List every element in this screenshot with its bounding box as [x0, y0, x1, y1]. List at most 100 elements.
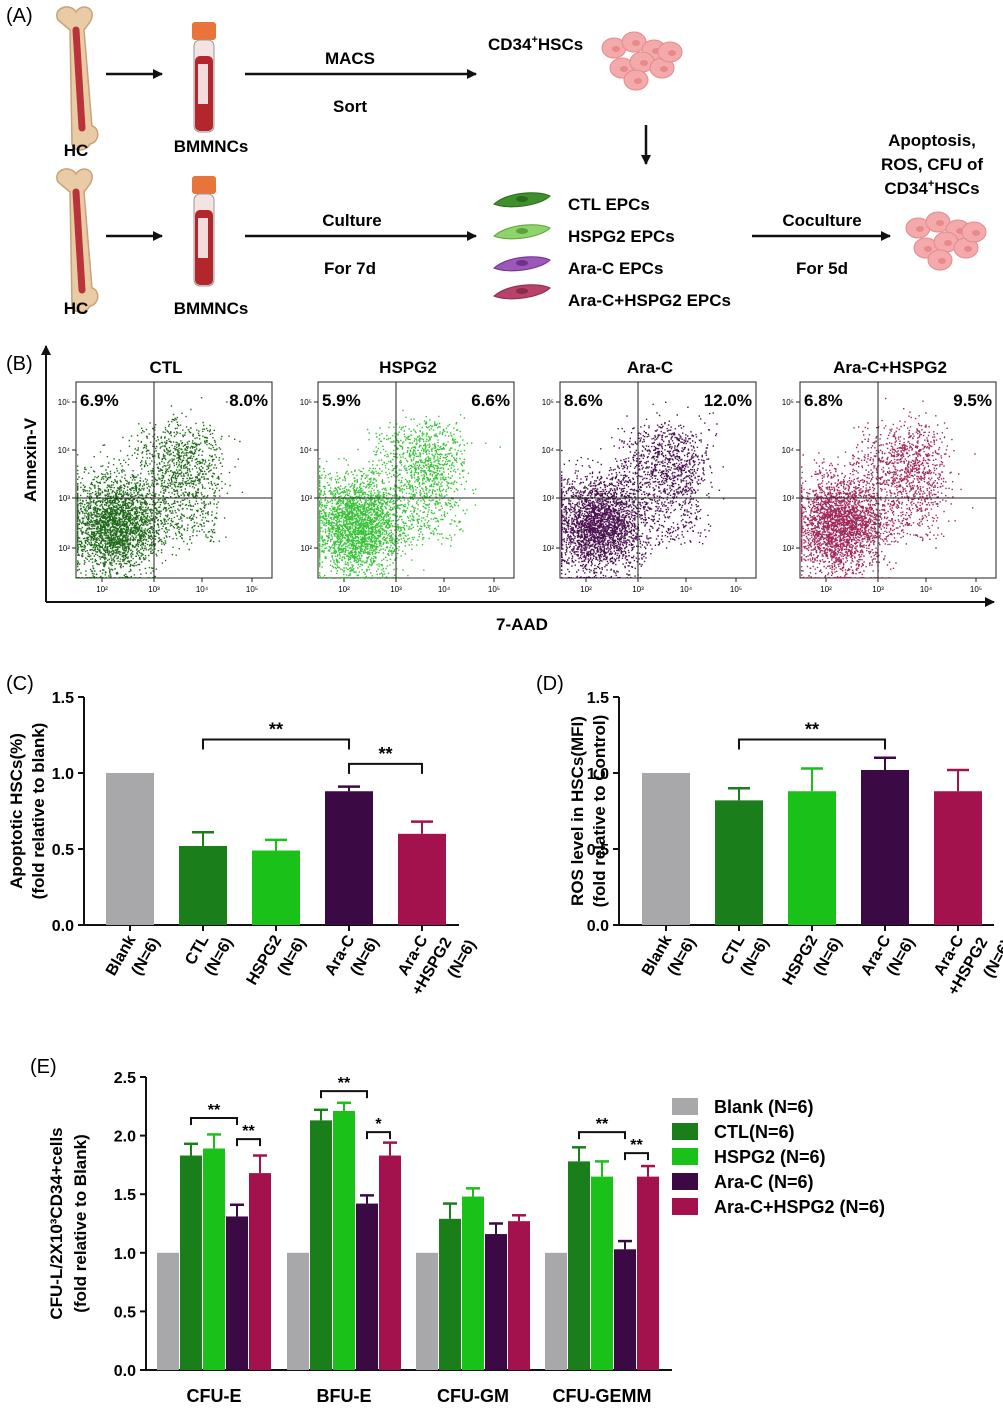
hc-label-2: HC [64, 299, 89, 318]
bar [642, 773, 690, 925]
significance-label: ** [269, 720, 283, 740]
significance-label: * [375, 1116, 382, 1133]
x-tick-label: 10⁴ [438, 585, 451, 594]
y-tick-label: 1.0 [587, 766, 609, 783]
bar [203, 1148, 225, 1370]
y-tick-label: 10⁴ [782, 446, 795, 455]
x-tick-label: Ara-C+HSPG2(N=6) [390, 915, 480, 1009]
x-tick-label: 10³ [390, 585, 402, 594]
cell-nucleus [936, 220, 944, 226]
x-tick-label: CFU-GM [437, 1386, 509, 1406]
epc-arac-icon [493, 256, 551, 272]
bar [591, 1176, 613, 1370]
flow-dots [801, 397, 976, 579]
y-tick-label: 10⁵ [542, 398, 554, 407]
x-tick-label: HSPG2(N=6) [780, 924, 846, 999]
significance-label: ** [338, 1075, 351, 1092]
epc-arac-hspg2-label: Ara-C+HSPG2 EPCs [568, 291, 731, 310]
y-tick-label: 10⁵ [58, 398, 70, 407]
quadrant-ur-value: 8.0% [229, 391, 268, 410]
epc-ctl-icon [493, 192, 551, 208]
bar [252, 850, 300, 925]
coculture-label: Coculture [782, 211, 861, 230]
legend-swatch [672, 1173, 698, 1190]
flow-dots-path [561, 401, 725, 579]
flow-plot: Ara-C+HSPG2 6.8% 9.5% 10² 10³ 10⁴ 10⁵ 10⁵ 10⁴ 10³… [782, 358, 997, 594]
bar [462, 1196, 484, 1370]
y-axis-label: (fold relative to Control) [590, 715, 609, 908]
significance-label: ** [242, 1123, 255, 1140]
legend-label: CTL(N=6) [714, 1122, 795, 1142]
outcome-line-2: ROS, CFU of [881, 155, 983, 174]
7aad-label: 7-AAD [496, 615, 548, 634]
y-axis-label: Apoptotic HSCs(%) [7, 733, 26, 889]
legend-label: Ara-C (N=6) [714, 1172, 814, 1192]
bar [106, 773, 154, 925]
y-tick-label: 10⁴ [300, 446, 313, 455]
bar [325, 791, 373, 925]
legend-label: HSPG2 (N=6) [714, 1147, 826, 1167]
y-tick-label: 10² [300, 544, 312, 553]
for-5d-label: For 5d [796, 259, 848, 278]
significance-bracket [202, 738, 350, 750]
significance-bracket [320, 1090, 368, 1099]
macs-label: MACS [325, 49, 375, 68]
panel-b: (B) Annexin-V 7-AAD CTL 6.9% 8.0% 10² 10³ 10⁴… [6, 345, 997, 634]
panel-label: (D) [536, 673, 564, 695]
significance-bracket [236, 1138, 261, 1147]
panel-a-label: (A) [6, 5, 33, 27]
blood-tube-icon [192, 176, 216, 287]
y-tick-label: 10⁴ [58, 446, 71, 455]
cell-nucleus [972, 230, 980, 236]
x-tick-label: Ara-C+HSPG2(N=6) [926, 915, 1003, 1009]
cell-nucleus [924, 246, 932, 252]
cell-nucleus [640, 60, 648, 66]
quadrant-ul-value: 5.9% [322, 391, 361, 410]
bar [310, 1120, 332, 1370]
bar [861, 769, 909, 925]
bar [226, 1216, 248, 1370]
x-tick-label: CFU-E [187, 1386, 242, 1406]
for-7d-label: For 7d [324, 259, 376, 278]
flow-plot-title: Ara-C [627, 358, 673, 377]
significance-label: ** [596, 1116, 609, 1133]
significance-bracket [190, 1117, 238, 1126]
bar [788, 791, 836, 925]
flow-plot: Ara-C 8.6% 12.0% 10² 10³ 10⁴ 10⁵ 10⁵ 10⁴ 10³ 10² [542, 358, 757, 594]
x-tick-label: Ara-C(N=6) [858, 924, 919, 990]
significance-bracket [366, 1131, 391, 1140]
panel-label: (C) [6, 673, 34, 695]
significance-bracket [578, 1131, 626, 1140]
flow-plot: CTL 6.9% 8.0% 10² 10³ 10⁴ 10⁵ 10⁵ 10⁴ 10³ 10² [58, 358, 273, 594]
hsc-cluster-icon [905, 211, 987, 271]
bar [485, 1234, 507, 1370]
bmmncs-label-1: BMMNCs [174, 137, 249, 156]
cell-nucleus [668, 50, 676, 56]
bar [249, 1173, 271, 1370]
y-tick-label: 0.0 [587, 918, 609, 935]
bmmncs-label-2: BMMNCs [174, 299, 249, 318]
x-tick-label: 10⁵ [246, 585, 258, 594]
significance-label: ** [208, 1102, 221, 1119]
cell-nucleus [944, 240, 952, 246]
flow-plot-title: Ara-C+HSPG2 [833, 358, 947, 377]
panel-e: (E) 0.0 0.5 1.0 1.5 2.0 2.5 CFU-L/2X10³CD34+cel… [30, 1056, 885, 1406]
blood-tube-icon [192, 22, 216, 133]
x-tick-label: 10³ [632, 585, 644, 594]
bar [545, 1252, 567, 1370]
x-tick-label: 10⁵ [488, 585, 500, 594]
flow-plot-frame [75, 381, 273, 579]
y-axis-label: ROS level in HSCs(MFI) [568, 716, 587, 906]
panel-a: (A) HC BMMNCs MACS Sort CD34+HSCs HC [6, 5, 987, 318]
y-tick-label: 10² [542, 544, 554, 553]
significance-label: ** [805, 720, 819, 740]
flow-plot-title: CTL [149, 358, 182, 377]
cell-nucleus [938, 258, 946, 264]
x-tick-label: 10³ [148, 585, 160, 594]
y-tick-label: 1.5 [52, 690, 74, 707]
y-tick-label: 10³ [782, 494, 794, 503]
bar [416, 1252, 438, 1370]
quadrant-ur-value: 12.0% [704, 391, 752, 410]
cell-nucleus [620, 66, 628, 72]
bar [637, 1176, 659, 1370]
